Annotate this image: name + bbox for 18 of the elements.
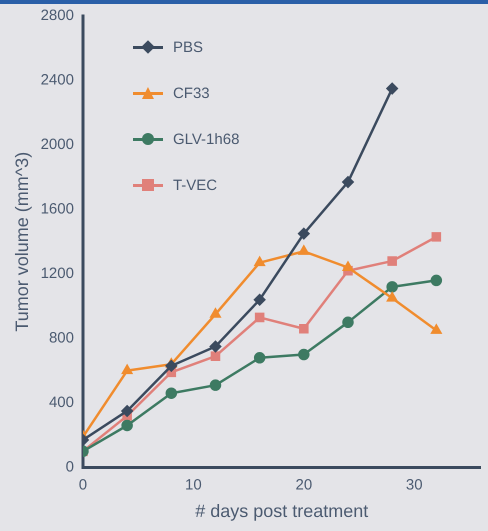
x-tick-label: 0: [78, 476, 88, 494]
x-tick-label: 10: [185, 476, 202, 494]
x-axis-title: # days post treatment: [195, 501, 368, 522]
y-tick-label: 0: [66, 458, 74, 476]
x-tick-label: 30: [406, 476, 423, 494]
y-tick-label: 2800: [40, 7, 74, 24]
legend-label: CF33: [172, 84, 210, 102]
legend-label: T-VEC: [172, 176, 218, 194]
y-tick-label: 2400: [40, 72, 74, 89]
legend-label: GLV-1h68: [172, 130, 240, 148]
y-tick-label: 400: [48, 394, 74, 412]
y-tick-label: 2000: [40, 136, 74, 154]
legend-label: PBS: [172, 38, 203, 56]
y-tick-label: 1600: [40, 200, 74, 218]
x-tick-label: 20: [295, 476, 312, 494]
y-axis-title: Tumor volume (mm^3): [12, 152, 32, 332]
y-tick-label: 1200: [40, 265, 74, 282]
y-tick-label: 800: [48, 330, 74, 347]
